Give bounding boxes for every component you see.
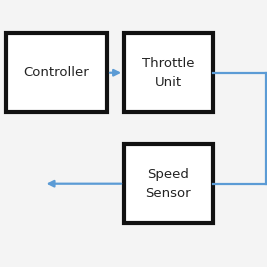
Text: Controller: Controller — [23, 66, 89, 79]
Text: Throttle
Unit: Throttle Unit — [142, 57, 195, 89]
FancyBboxPatch shape — [6, 33, 107, 112]
Text: Speed
Sensor: Speed Sensor — [146, 168, 191, 200]
FancyBboxPatch shape — [124, 144, 213, 223]
FancyBboxPatch shape — [124, 33, 213, 112]
